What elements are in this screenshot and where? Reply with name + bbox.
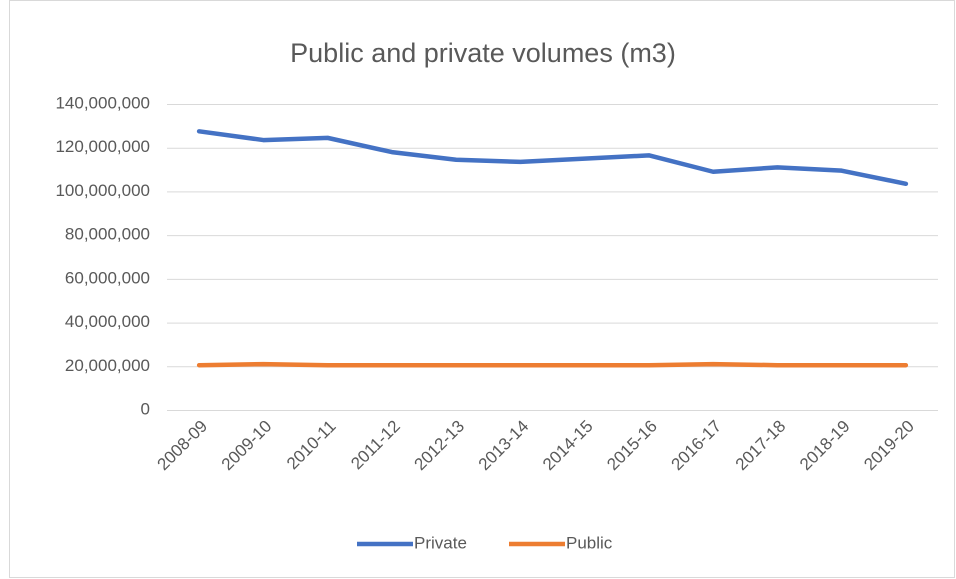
legend-label: Public xyxy=(566,533,613,552)
y-tick-label: 80,000,000 xyxy=(65,225,150,244)
y-tick-label: 140,000,000 xyxy=(55,93,150,112)
y-tick-label: 100,000,000 xyxy=(55,181,150,200)
line-series xyxy=(196,129,909,187)
y-tick-label: 40,000,000 xyxy=(65,312,150,331)
y-tick-label: 0 xyxy=(141,399,150,418)
chart-frame xyxy=(9,0,955,578)
chart-title: Public and private volumes (m3) xyxy=(290,38,676,68)
y-tick-label: 60,000,000 xyxy=(65,268,150,287)
legend-label: Private xyxy=(414,533,467,552)
y-tick-label: 20,000,000 xyxy=(65,356,150,375)
line-series xyxy=(196,361,909,368)
y-tick-label: 120,000,000 xyxy=(55,137,150,156)
